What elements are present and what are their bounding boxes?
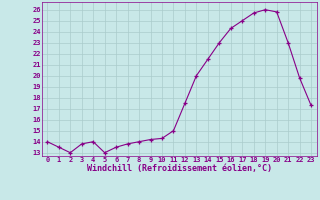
- X-axis label: Windchill (Refroidissement éolien,°C): Windchill (Refroidissement éolien,°C): [87, 164, 272, 173]
